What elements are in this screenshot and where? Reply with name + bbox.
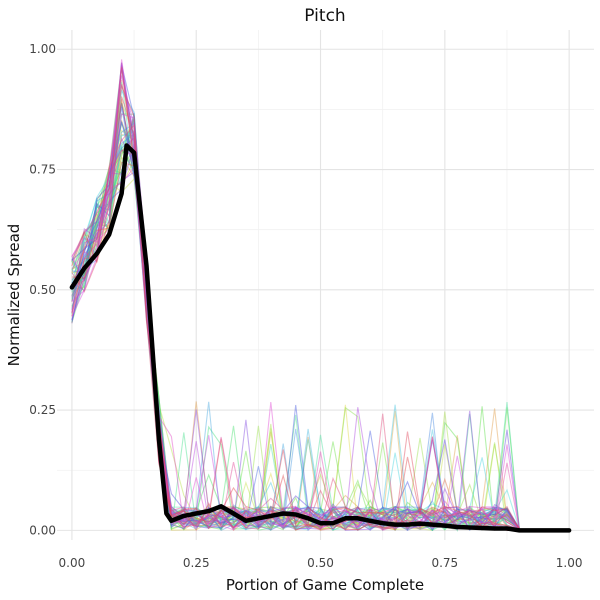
game-line [71, 145, 520, 531]
game-line [71, 166, 520, 530]
game-line [71, 67, 520, 532]
game-line [71, 84, 520, 531]
y-tick-label: 0.25 [29, 403, 56, 417]
game-line [71, 137, 520, 529]
y-tick-label: 1.00 [29, 42, 56, 56]
game-line [71, 66, 520, 532]
x-tick-label: 1.00 [556, 556, 583, 570]
series-line [69, 143, 572, 533]
game-line [71, 115, 520, 531]
game-line [71, 145, 520, 531]
game-line [71, 59, 520, 531]
game-line [71, 82, 520, 531]
x-tick-label: 0.75 [431, 556, 458, 570]
game-line [71, 118, 520, 530]
game-line [71, 62, 520, 531]
x-tick-label: 0.50 [307, 556, 334, 570]
game-line [71, 63, 520, 530]
game-line [71, 128, 520, 531]
chart-title: Pitch [304, 6, 345, 26]
game-line [71, 96, 520, 531]
y-tick-label: 0.75 [29, 163, 56, 177]
game-line [71, 89, 520, 531]
y-tick-label: 0.00 [29, 523, 56, 537]
game-line [71, 122, 520, 530]
y-axis-title: Normalized Spread [5, 224, 23, 367]
game-line [71, 66, 520, 531]
game-line [71, 62, 520, 531]
game-line [71, 83, 520, 531]
x-tick-label: 0.00 [59, 556, 86, 570]
x-axis-title: Portion of Game Complete [226, 576, 424, 594]
x-tick-label: 0.25 [183, 556, 210, 570]
game-line [71, 65, 520, 532]
series-lines [69, 143, 572, 533]
game-line [71, 79, 520, 531]
game-lines [71, 59, 520, 532]
game-line [71, 120, 520, 530]
game-line [71, 130, 520, 531]
game-line [71, 68, 520, 531]
tick-labels: 0.00 0.25 0.50 0.75 1.00 0.00 0.25 0.50 0.75 1.00 [29, 42, 582, 570]
y-tick-label: 0.50 [29, 283, 56, 297]
game-line [71, 64, 520, 532]
game-line [71, 75, 520, 530]
